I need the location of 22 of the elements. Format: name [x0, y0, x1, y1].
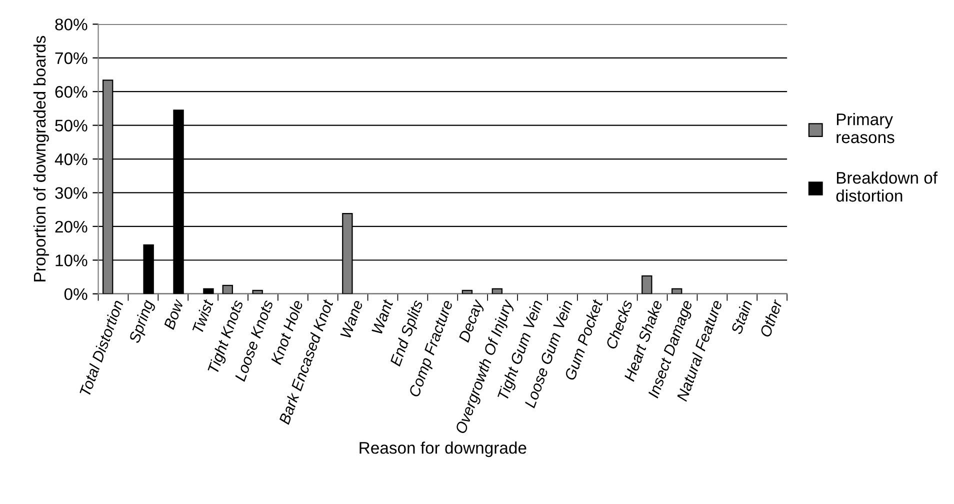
y-tick-label: 20% [55, 220, 88, 233]
x-tick-label: Stain [730, 299, 752, 335]
x-tick-label: Spring [128, 298, 157, 345]
x-tick-label: Bow [164, 298, 184, 330]
legend-label: Primary reasons [836, 113, 894, 144]
x-tick-label: Decay [458, 298, 486, 344]
x-tick-label: Want [372, 298, 394, 335]
x-tick-label: Wane [340, 299, 364, 339]
y-tick-label: 10% [56, 254, 88, 266]
y-tick-label: 30% [55, 187, 88, 199]
y-tick-label: 60% [55, 86, 88, 98]
x-tick-label: Other [759, 298, 783, 338]
y-tick-label: 0% [64, 288, 88, 300]
y-tick-label: 80% [55, 18, 88, 30]
y-axis-title: Proportion of downgraded boards [33, 36, 49, 282]
bar [203, 288, 214, 294]
y-tick-label: 40% [54, 153, 88, 166]
x-tick-label: Twist [192, 298, 214, 334]
legend-label: Breakdown of distortion [836, 172, 938, 202]
y-tick-label: 50% [55, 120, 88, 132]
y-tick-label: 70% [55, 52, 88, 64]
x-axis-title: Reason for downgrade [360, 442, 526, 458]
